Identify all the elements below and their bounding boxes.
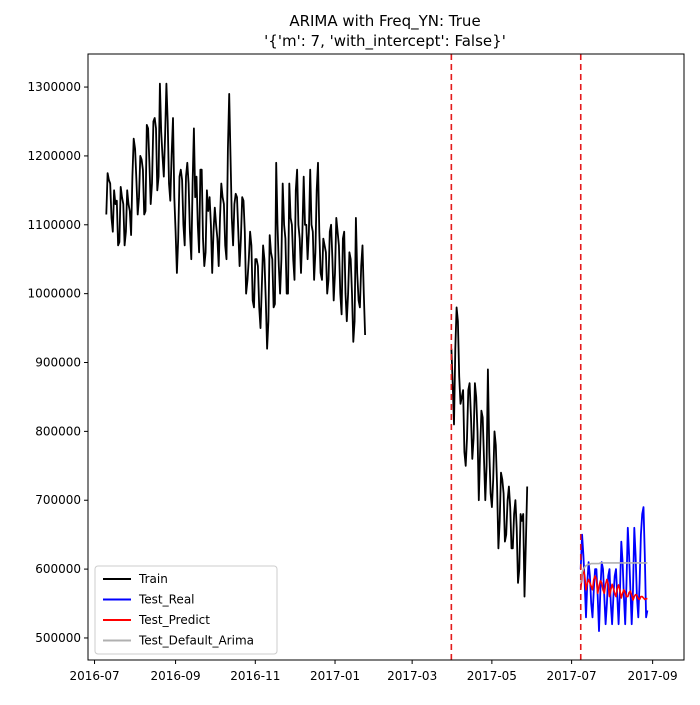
x-tick-label: 2017-09: [628, 669, 678, 683]
legend-label-test-real: Test_Real: [138, 593, 195, 607]
x-tick-label: 2017-01: [310, 669, 360, 683]
x-tick-label: 2016-11: [230, 669, 280, 683]
y-tick-label: 700000: [35, 493, 81, 507]
y-tick-label: 1300000: [28, 80, 81, 94]
series-line-test-real-2: [579, 506, 649, 632]
y-tick-label: 500000: [35, 631, 81, 645]
x-tick-label: 2017-07: [547, 669, 597, 683]
legend-label-train: Train: [138, 572, 168, 586]
chart-subtitle: '{'m': 7, 'with_intercept': False}': [264, 32, 506, 51]
legend: Train Test_Real Test_Predict Test_Default_A…: [94, 565, 278, 655]
legend-label-test-default-arima: Test_Default_Arima: [138, 634, 254, 648]
legend-box: [94, 565, 278, 655]
x-tick-label: 2017-05: [467, 669, 517, 683]
y-tick-label: 900000: [35, 356, 81, 370]
x-tick-label: 2017-03: [387, 669, 437, 683]
y-tick-label: 600000: [35, 562, 81, 576]
series-line-train-0: [105, 82, 366, 350]
plot-frame: [87, 53, 685, 661]
y-tick-label: 800000: [35, 424, 81, 438]
series-line-test-default-arima-4: [579, 562, 648, 584]
x-tick-label: 2016-09: [150, 669, 200, 683]
axes-layer: 500000 600000 700000 800000 900000 1000000 110…: [28, 53, 685, 683]
series-line-test-predict-3: [579, 568, 648, 601]
plot-layer: [105, 54, 649, 660]
y-tick-label: 1200000: [28, 149, 81, 163]
y-tick-label: 1100000: [28, 218, 81, 232]
legend-label-test-predict: Test_Predict: [138, 613, 210, 627]
chart-title: ARIMA with Freq_YN: True: [289, 12, 480, 31]
x-tick-label: 2016-07: [69, 669, 119, 683]
y-tick-label: 1000000: [28, 287, 81, 301]
series-line-train-1: [450, 306, 529, 598]
